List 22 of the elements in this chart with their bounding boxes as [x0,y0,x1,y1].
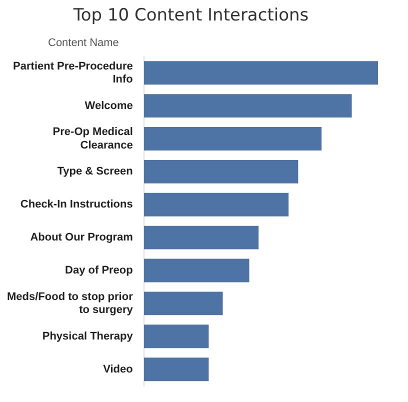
y-tick-label: Day of Preop [65,264,134,277]
y-tick-label: Check-In Instructions [20,198,133,211]
bar [144,292,223,316]
bar [144,94,352,118]
chart-title: Top 10 Content Interactions [72,6,309,26]
bar [144,226,259,250]
y-tick-label: Type & Screen [57,166,134,178]
y-tick-label: Physical Therapy [42,330,134,342]
bar [144,127,322,150]
bar [144,192,289,216]
y-tick-label: Pre-Op Medical Clearance [52,126,133,152]
bar [144,61,378,85]
y-tick-label: About Our Program [30,232,134,244]
y-axis-title: Content Name [48,37,119,49]
bar [144,324,209,348]
y-tick-label: Video [103,363,134,376]
y-tick-label: Meds/Food to stop prior to surgery [6,290,134,316]
y-tick-label: Welcome [84,100,133,112]
y-tick-label: Partient Pre-Procedure Info [13,60,134,86]
bar [144,258,250,282]
bar [144,160,298,184]
bar [144,358,209,382]
